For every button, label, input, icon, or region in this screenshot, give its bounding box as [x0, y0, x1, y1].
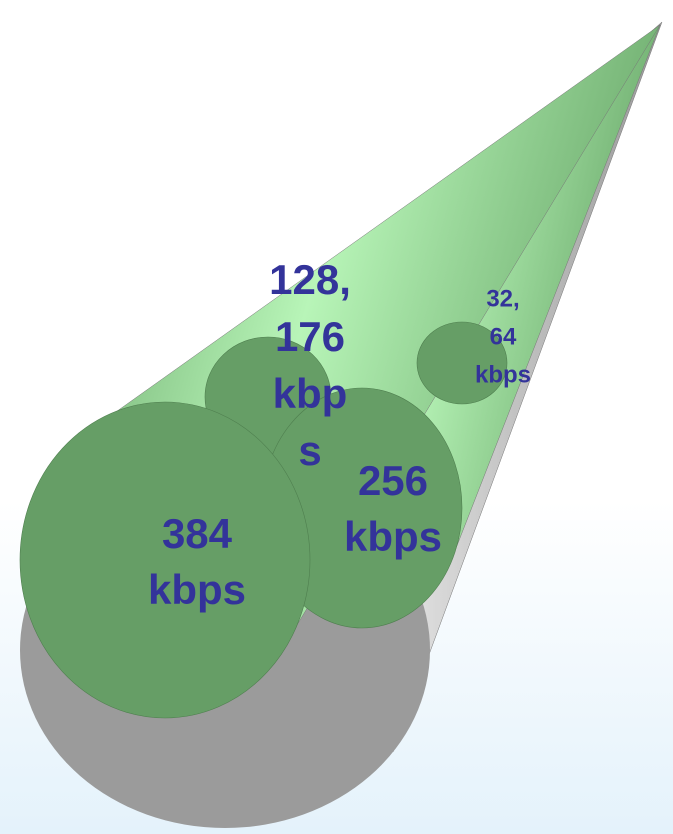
- node-label: 256: [358, 457, 428, 504]
- cones: [19, 21, 663, 828]
- node-label: kbps: [344, 513, 442, 560]
- node-label: s: [298, 427, 321, 474]
- cone-base: [19, 401, 311, 719]
- cone-base: [416, 321, 508, 405]
- node-label: 384: [162, 510, 233, 557]
- node-label: kbp: [273, 370, 348, 417]
- node-label: 176: [275, 313, 345, 360]
- node-label: kbps: [475, 361, 531, 388]
- node-label: kbps: [148, 566, 246, 613]
- node-label: 32,: [486, 285, 519, 312]
- node-label: 64: [490, 323, 517, 350]
- node-label: 128,: [269, 256, 351, 303]
